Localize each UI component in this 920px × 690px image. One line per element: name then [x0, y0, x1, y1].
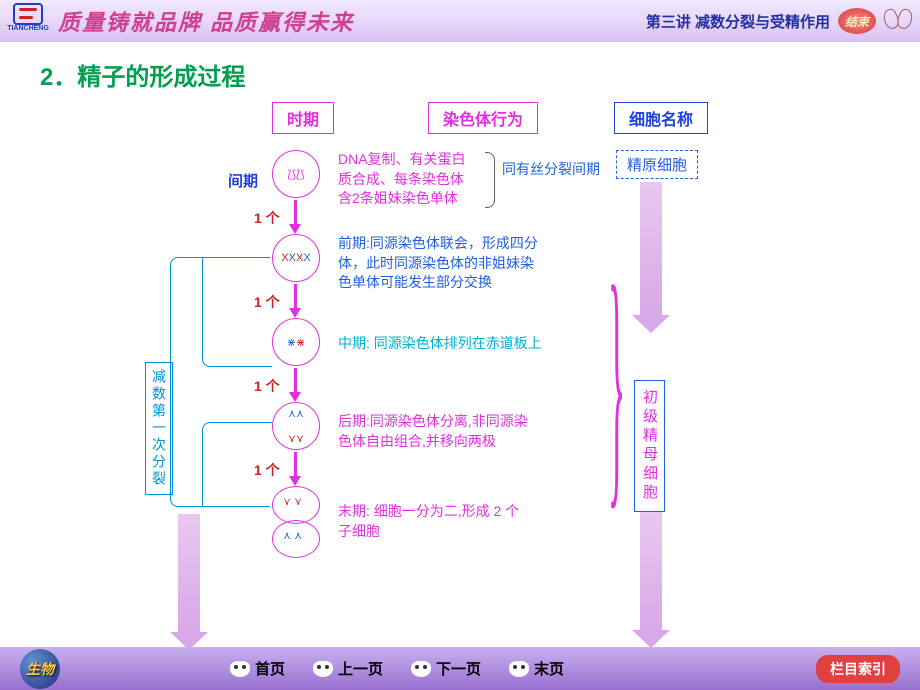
- right-big-arrow-1: [640, 182, 662, 317]
- arrow-4: [294, 452, 297, 478]
- desc-prophase: 前期:同源染色体联会，形成四分体，此时同源染色体的非姐妹染色单体可能发生部分交换: [338, 234, 538, 293]
- cell-telophase: ⋎ ⋎ ⋏ ⋏: [272, 486, 320, 558]
- bottom-bar: 生物 首页 上一页 下一页 末页 栏目索引: [0, 647, 920, 690]
- section-title: 2．精子的形成过程: [40, 57, 880, 92]
- globe-label: 生物: [26, 659, 54, 679]
- cell-name-2: 初级精母细胞: [634, 380, 665, 512]
- nav-icon: [313, 661, 333, 677]
- logo-brand: TIANCHENG: [7, 25, 49, 32]
- content-area: 2．精子的形成过程 时期 染色体行为 细胞名称 精原细胞 初级精母细胞 减数第一…: [0, 42, 920, 647]
- bracket-stage-mid: [202, 257, 272, 367]
- logo: TIANCHENG: [8, 3, 48, 39]
- right-brace: }: [608, 229, 625, 538]
- header-cellname: 细胞名称: [614, 102, 708, 134]
- cell-prophase: XX XX: [272, 234, 320, 282]
- nav-icon: [509, 661, 529, 677]
- desc-metaphase: 中期: 同源染色体排列在赤道板上: [338, 334, 542, 354]
- nav-next[interactable]: 下一页: [411, 658, 481, 679]
- desc-interphase-right: 同有丝分裂间期: [502, 160, 600, 180]
- bracket-stage-mid2: [202, 422, 272, 507]
- count-1: 1 个: [254, 208, 280, 228]
- header-period: 时期: [272, 102, 334, 134]
- butterfly-icon: [884, 9, 912, 33]
- cell-name-1: 精原细胞: [616, 150, 698, 179]
- cell-metaphase: ⋇⋇: [272, 318, 320, 366]
- nav-prev[interactable]: 上一页: [313, 658, 383, 679]
- slogan-text: 质量铸就品牌 品质赢得未来: [58, 5, 354, 37]
- lecture-title: 第三讲 减数分裂与受精作用: [646, 11, 830, 32]
- desc-anaphase: 后期:同源染色体分离,非同源染色体自由组合,并移向两极: [338, 412, 528, 451]
- right-big-arrow-2: [640, 512, 662, 632]
- period-interphase: 间期: [228, 170, 258, 191]
- logo-icon: [13, 3, 43, 25]
- nav-last[interactable]: 末页: [509, 658, 564, 679]
- nav-icon: [230, 661, 250, 677]
- header-chromosome: 染色体行为: [428, 102, 538, 134]
- end-button[interactable]: 结束: [838, 8, 876, 34]
- arrow-2: [294, 284, 297, 310]
- nav-home[interactable]: 首页: [230, 658, 285, 679]
- nav-icon: [411, 661, 431, 677]
- index-button[interactable]: 栏目索引: [816, 655, 900, 683]
- arrow-3: [294, 368, 297, 394]
- stage-label: 减数第一次分裂: [145, 362, 173, 495]
- desc-telophase: 末期: 细胞一分为二,形成 2 个子细胞: [338, 502, 519, 541]
- nav-buttons: 首页 上一页 下一页 末页: [230, 658, 564, 679]
- desc-interphase: DNA复制、有关蛋白质合成、每条染色体含2条姐妹染色单体: [338, 150, 466, 209]
- cell-interphase: ⟅⟆⟅⟆: [272, 150, 320, 198]
- bracket-interphase: [485, 152, 495, 208]
- cell-anaphase: ⋏⋏ ⋎⋎: [272, 402, 320, 450]
- arrow-1: [294, 200, 297, 226]
- left-big-arrow: [178, 514, 200, 634]
- top-bar: TIANCHENG 质量铸就品牌 品质赢得未来 第三讲 减数分裂与受精作用 结束: [0, 0, 920, 42]
- diagram: 时期 染色体行为 细胞名称 精原细胞 初级精母细胞 减数第一次分裂 间期 ⟅⟆⟅…: [40, 102, 880, 662]
- globe-icon: 生物: [20, 649, 60, 689]
